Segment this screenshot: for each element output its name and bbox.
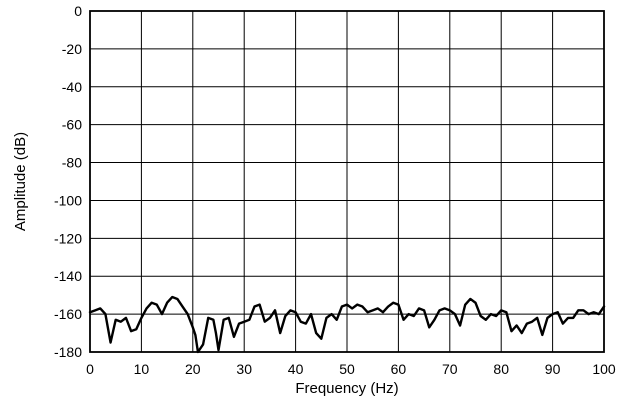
series-line [88, 295, 606, 354]
x-tick-label: 90 [545, 361, 561, 377]
y-axis-label: Amplitude (dB) [12, 132, 29, 231]
x-axis-label: Frequency (Hz) [295, 380, 398, 397]
y-tick-label: -160 [54, 306, 82, 322]
y-tick-label: -60 [62, 117, 82, 133]
x-tick-label: 40 [288, 361, 304, 377]
x-tick-label: 10 [134, 361, 150, 377]
x-tick-label: 80 [493, 361, 509, 377]
y-tick-label: 0 [74, 3, 82, 19]
x-tick-label: 60 [391, 361, 407, 377]
plot-frame [89, 10, 605, 353]
x-tick-labels: 0 10 20 30 40 50 60 70 80 90 100 [86, 361, 616, 377]
x-tick-label: 0 [86, 361, 94, 377]
y-tick-label: -100 [54, 192, 82, 208]
x-tick-label: 30 [236, 361, 252, 377]
x-tick-label: 70 [442, 361, 458, 377]
y-tick-label: -140 [54, 268, 82, 284]
x-tick-label: 100 [592, 361, 616, 377]
grid [89, 10, 605, 353]
y-tick-label: -20 [62, 41, 82, 57]
x-tick-label: 50 [339, 361, 355, 377]
y-tick-labels: 0 -20 -40 -60 -80 -100 -120 -140 -160 -180 [54, 3, 82, 360]
series-layer [88, 295, 606, 354]
x-tick-label: 20 [185, 361, 201, 377]
y-tick-label: -80 [62, 155, 82, 171]
y-tick-label: -120 [54, 230, 82, 246]
y-tick-label: -40 [62, 79, 82, 95]
y-tick-label: -180 [54, 344, 82, 360]
